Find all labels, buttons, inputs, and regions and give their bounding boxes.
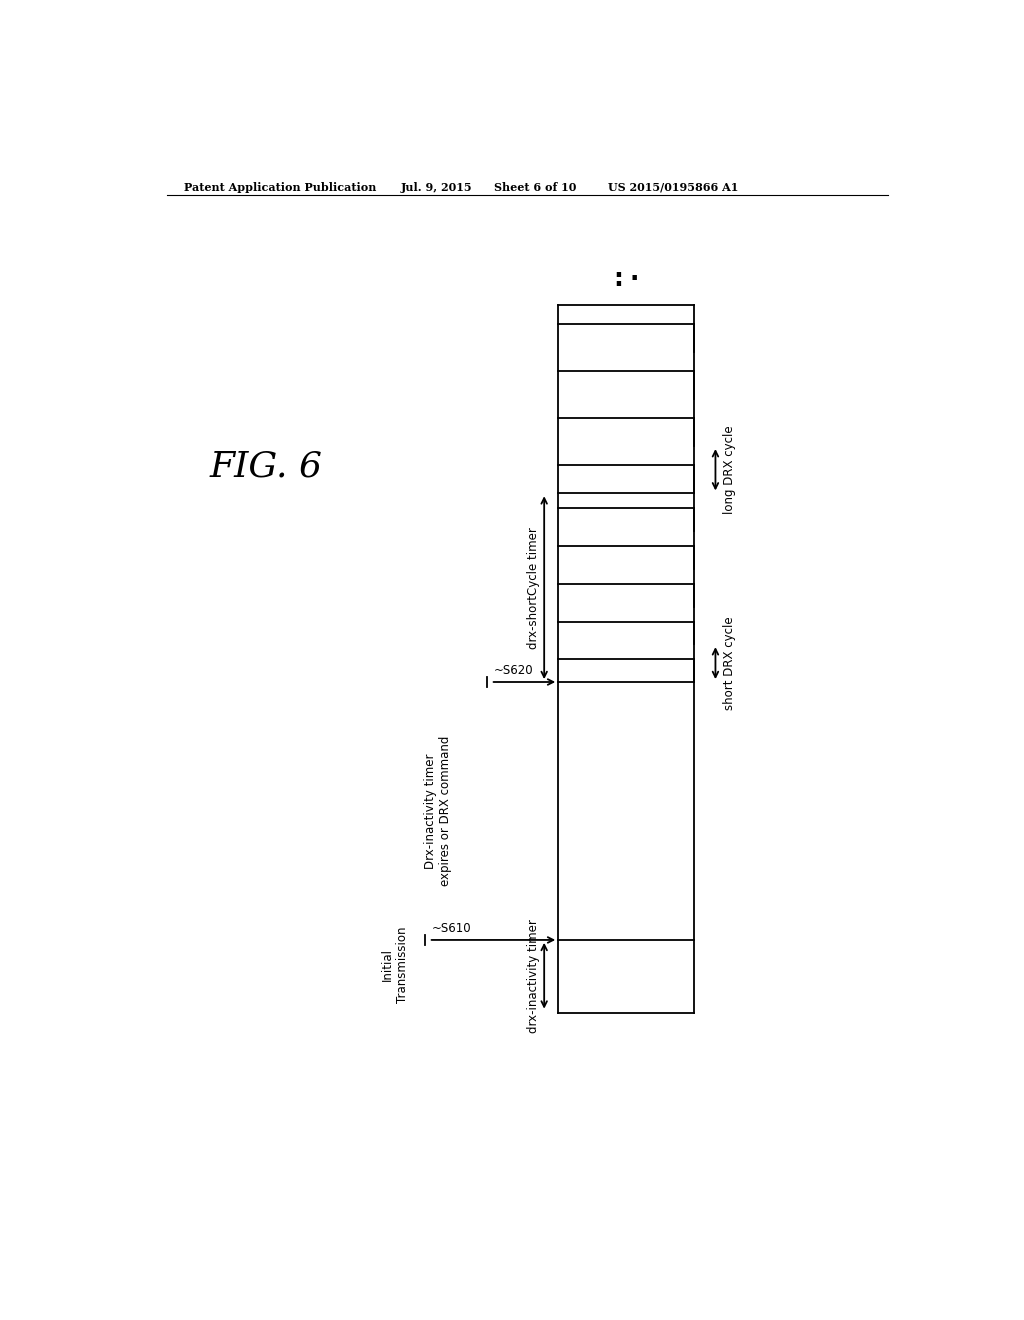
Text: short DRX cycle: short DRX cycle xyxy=(723,616,736,710)
Text: ~S620: ~S620 xyxy=(494,664,534,677)
Text: Jul. 9, 2015: Jul. 9, 2015 xyxy=(400,182,472,193)
Text: US 2015/0195866 A1: US 2015/0195866 A1 xyxy=(608,182,739,193)
Text: :: : xyxy=(613,267,624,290)
Text: long DRX cycle: long DRX cycle xyxy=(723,425,736,513)
Text: drx-shortCycle timer: drx-shortCycle timer xyxy=(526,527,540,648)
Text: Sheet 6 of 10: Sheet 6 of 10 xyxy=(494,182,577,193)
Text: drx-inactivity timer: drx-inactivity timer xyxy=(526,919,540,1032)
Text: Initial
Transmission: Initial Transmission xyxy=(381,927,410,1003)
Text: Drx-inactivity timer
expires or DRX command: Drx-inactivity timer expires or DRX comm… xyxy=(424,735,452,886)
Text: .: . xyxy=(629,261,638,285)
Text: FIG. 6: FIG. 6 xyxy=(209,449,323,483)
Text: ~S610: ~S610 xyxy=(432,923,471,936)
Text: Patent Application Publication: Patent Application Publication xyxy=(183,182,376,193)
